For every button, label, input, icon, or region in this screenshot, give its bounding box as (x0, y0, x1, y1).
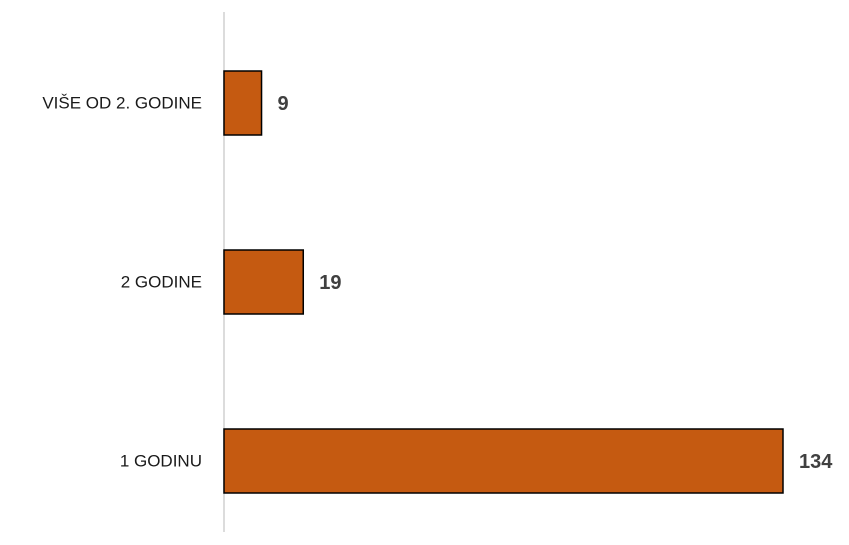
value-labels-group: 9 19 134 (278, 93, 834, 473)
bar-0 (223, 70, 263, 136)
value-label-0: 9 (278, 93, 289, 115)
category-label-2: 1 GODINU (120, 452, 202, 471)
bar-1 (223, 249, 305, 315)
category-label-1: 2 GODINE (121, 273, 202, 292)
category-label-0: VIŠE OD 2. GODINE (42, 94, 202, 113)
value-label-1: 19 (319, 272, 341, 294)
value-label-2: 134 (799, 451, 833, 473)
bar-2 (223, 428, 784, 494)
bars-group (223, 70, 784, 494)
category-labels-group: VIŠE OD 2. GODINE 2 GODINE 1 GODINU (42, 94, 202, 471)
